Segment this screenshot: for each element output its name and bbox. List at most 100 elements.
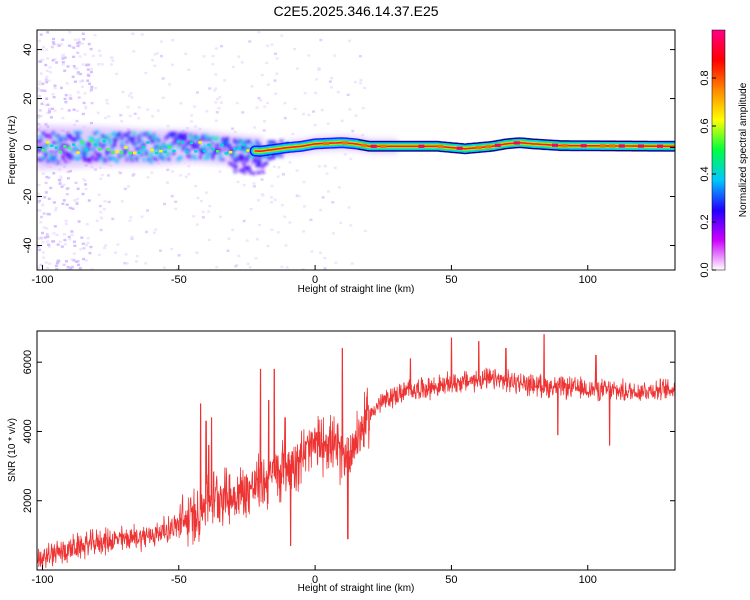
band-cell bbox=[186, 141, 190, 145]
noise-cell bbox=[179, 174, 183, 177]
noise-cell bbox=[81, 242, 85, 245]
tone-hotspot bbox=[657, 144, 664, 148]
noise-cell bbox=[61, 53, 65, 57]
noise-cell bbox=[241, 111, 245, 114]
noise-cell bbox=[270, 184, 274, 188]
band-cell bbox=[54, 156, 58, 160]
band-cell bbox=[206, 152, 210, 156]
noise-cell bbox=[63, 97, 67, 101]
spectrogram-x-tick-label: -50 bbox=[171, 274, 187, 286]
band-cell bbox=[147, 158, 151, 162]
tone-hotspot bbox=[380, 144, 387, 148]
core-cell bbox=[124, 146, 128, 149]
band-cell bbox=[250, 154, 254, 158]
band-cell bbox=[117, 153, 121, 157]
noise-cell bbox=[51, 59, 55, 62]
band-cell bbox=[213, 151, 217, 155]
band-cell bbox=[93, 145, 97, 149]
noise-cell bbox=[146, 209, 150, 212]
core-cell bbox=[128, 151, 133, 155]
noise-cell bbox=[98, 54, 102, 57]
noise-cell bbox=[119, 114, 123, 117]
spectrogram-y-tick-label: 0 bbox=[22, 144, 34, 150]
band-cell bbox=[105, 152, 109, 156]
band-cell bbox=[117, 132, 121, 136]
band-cell bbox=[201, 151, 205, 155]
band-cell bbox=[56, 142, 60, 146]
noise-cell bbox=[107, 115, 111, 118]
tone-hotspot bbox=[361, 143, 368, 147]
noise-cell bbox=[55, 233, 59, 237]
noise-cell bbox=[140, 33, 144, 36]
noise-cell bbox=[154, 228, 158, 231]
noise-cell bbox=[51, 41, 55, 44]
band-cell bbox=[233, 158, 237, 162]
band-cell bbox=[189, 135, 193, 139]
noise-cell bbox=[121, 90, 125, 94]
band-cell bbox=[194, 134, 198, 138]
noise-cell bbox=[207, 238, 211, 242]
band-cell bbox=[247, 153, 251, 157]
noise-cell bbox=[100, 173, 104, 177]
noise-cell bbox=[45, 227, 49, 230]
noise-cell bbox=[274, 92, 278, 95]
spectrogram-tone bbox=[249, 137, 675, 157]
noise-cell bbox=[151, 58, 155, 62]
band-cell bbox=[149, 139, 153, 143]
noise-cell bbox=[219, 215, 223, 219]
band-cell bbox=[86, 158, 90, 162]
noise-cell bbox=[250, 85, 254, 88]
noise-cell bbox=[70, 230, 74, 233]
noise-cell bbox=[153, 64, 157, 67]
noise-cell bbox=[68, 30, 72, 34]
noise-cell bbox=[53, 225, 57, 228]
noise-cell bbox=[215, 111, 219, 114]
noise-cell bbox=[52, 42, 56, 46]
band-cell bbox=[83, 152, 87, 156]
noise-cell bbox=[227, 237, 231, 240]
band-cell bbox=[174, 139, 178, 143]
noise-cell bbox=[84, 105, 88, 108]
noise-cell bbox=[72, 259, 76, 262]
band-cell bbox=[98, 137, 102, 141]
band-cell bbox=[76, 134, 80, 138]
band-cell bbox=[171, 151, 175, 155]
noise-cell bbox=[47, 243, 51, 247]
band-cell bbox=[115, 159, 119, 163]
noise-cell bbox=[252, 126, 256, 129]
band-cell bbox=[235, 146, 239, 150]
band-cell bbox=[228, 161, 232, 165]
band-cell bbox=[211, 142, 215, 146]
noise-cell bbox=[70, 258, 74, 261]
band-cell bbox=[176, 142, 180, 146]
noise-cell bbox=[257, 96, 261, 100]
noise-cell bbox=[61, 116, 65, 120]
noise-cell bbox=[331, 201, 335, 204]
band-cell bbox=[240, 148, 244, 152]
band-cell bbox=[144, 150, 148, 154]
band-cell bbox=[81, 148, 85, 152]
noise-cell bbox=[207, 210, 211, 213]
band-cell bbox=[51, 158, 55, 162]
band-cell bbox=[154, 136, 158, 140]
band-cell bbox=[93, 140, 97, 144]
noise-cell bbox=[280, 34, 284, 37]
band-cell bbox=[98, 155, 102, 159]
snr-x-tick-label: 0 bbox=[312, 574, 318, 586]
noise-cell bbox=[82, 101, 86, 105]
noise-cell bbox=[41, 82, 45, 86]
noise-cell bbox=[347, 206, 351, 209]
band-cell bbox=[63, 159, 67, 163]
band-cell bbox=[244, 158, 248, 162]
band-cell bbox=[44, 152, 48, 156]
noise-cell bbox=[63, 238, 67, 242]
noise-cell bbox=[359, 81, 363, 85]
noise-cell bbox=[77, 263, 81, 267]
noise-cell bbox=[75, 119, 79, 123]
snr-series-line bbox=[37, 334, 675, 569]
band-cell bbox=[272, 155, 276, 159]
spectrogram-x-ticks: -100 -50 0 50 100 bbox=[31, 265, 597, 286]
noise-cell bbox=[84, 259, 88, 262]
noise-cell bbox=[223, 79, 227, 82]
band-cell bbox=[108, 142, 112, 146]
